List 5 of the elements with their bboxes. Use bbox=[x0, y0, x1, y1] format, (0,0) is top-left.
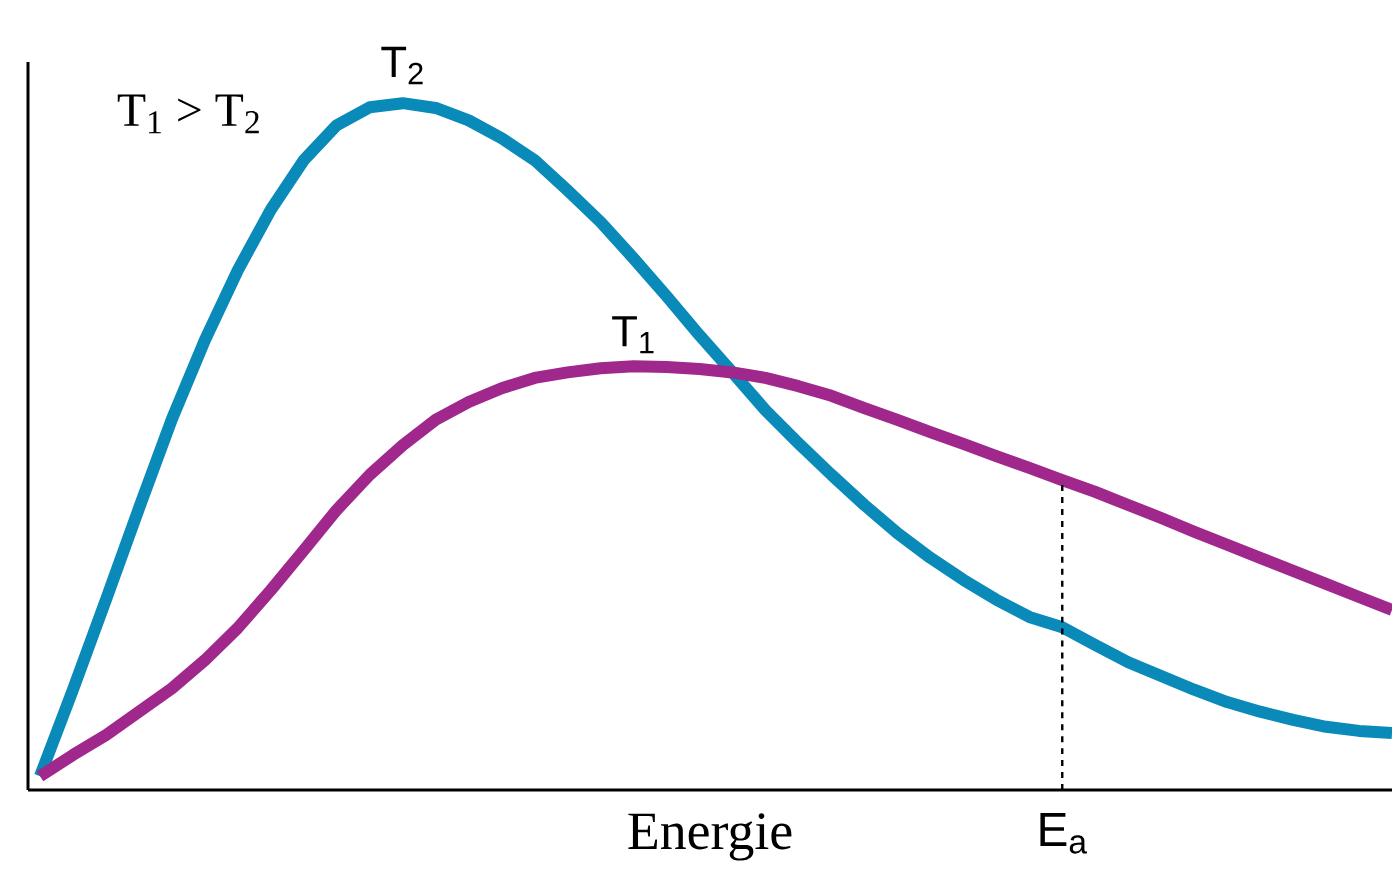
x-axis-title: Energie bbox=[628, 813, 792, 861]
annotation: T$_{1}$ > T$_{2}$ bbox=[117, 94, 259, 134]
series-label: T$_{2}$ bbox=[381, 46, 423, 85]
series-label: T$_{1}$ bbox=[612, 316, 654, 354]
text: E$_{a}$ bbox=[1040, 813, 1088, 854]
